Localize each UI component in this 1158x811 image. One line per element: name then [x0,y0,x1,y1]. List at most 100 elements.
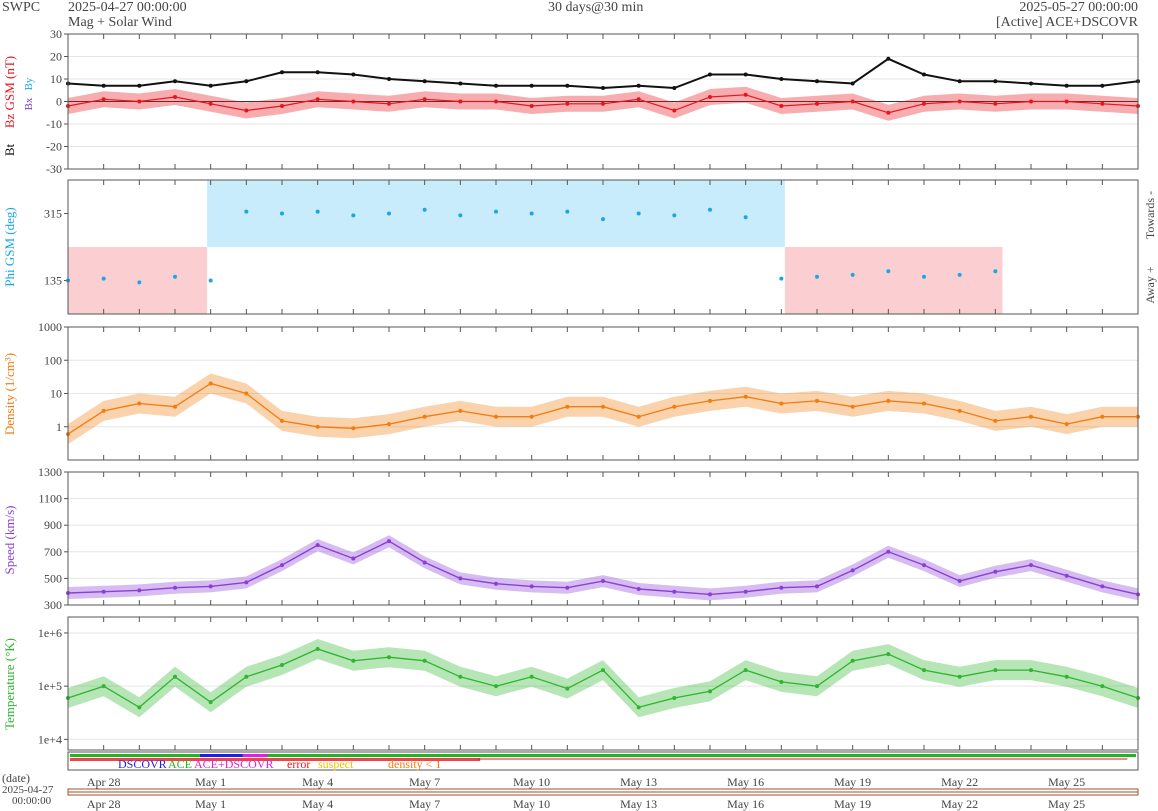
phi-point [779,276,784,281]
data-point [993,79,998,84]
data-point [565,83,570,88]
footer-date-value: 2025-04-27 [2,784,54,796]
overview-tick-label: May 19 [834,797,871,811]
speed-point [1100,584,1105,589]
data-point [815,101,819,106]
phi-point [529,211,534,216]
phi-point [137,280,142,285]
density-point [101,408,106,413]
time-tick-label: May 10 [513,775,550,789]
temperature-point [993,668,998,673]
data-point [244,108,249,113]
density-point [280,418,284,423]
data-point [815,79,819,84]
speed-point [244,580,249,585]
y-tick-label: 1100 [38,492,62,506]
density-point [601,404,605,409]
away-sector [784,247,1003,314]
y-tick-label: 10 [50,387,62,401]
data-point [957,79,962,84]
y-tick-label: 1e+4 [38,732,62,746]
data-point [850,81,855,86]
speed-point [387,539,391,544]
phi-point [672,213,677,218]
source-bar-frame [67,751,1139,771]
source-legend-suspect: suspect [318,757,354,771]
phi-point [351,213,356,218]
phi-point [922,274,926,279]
y-tick-label: 100 [44,353,62,367]
footer-time-value: 00:00:00 [12,795,52,807]
phi-point [636,211,641,216]
temperature-point [1100,684,1105,689]
data-point [708,72,712,77]
phi-point [708,207,712,212]
y-tick-label: 900 [44,518,62,532]
time-span: 30 days@30 min [548,0,644,15]
temperature-point [743,668,748,673]
overview-tick-label: May 13 [620,797,657,811]
data-point [1029,99,1033,104]
temperature-point [779,679,784,684]
density-point [957,408,962,413]
data-point [1064,83,1069,88]
temperature-point [1029,668,1033,673]
end-time: 2025-05-27 00:00:00 [1019,0,1138,15]
error-strip [70,758,481,761]
temperature-point [315,646,320,651]
source-combined-strip [242,754,268,757]
data-point [565,101,570,106]
y-tick-label: 20 [50,50,62,64]
data-point [244,79,249,84]
data-point [315,97,320,102]
ylabel-speed: Speed (km/s) [2,506,17,575]
speed-point [850,568,855,573]
temperature-point [244,674,249,679]
data-point [1100,83,1105,88]
phi-point [315,209,320,214]
density-point [565,404,570,409]
temperature-point [387,655,391,660]
density-point [1029,414,1033,419]
away-sector [68,247,208,314]
data-point [922,101,926,106]
y-tick-label: 315 [44,207,62,221]
data-point [101,97,106,102]
source-ace-strip [70,754,1136,757]
y-tick-label: 1000 [38,320,62,334]
density-point [137,401,142,406]
time-tick-label: May 25 [1048,775,1085,789]
density-point [208,381,213,386]
data-point [922,72,926,77]
density-point [743,394,748,399]
density-point [886,398,891,403]
y-tick-label: 300 [44,598,62,612]
temperature-point [957,674,962,679]
phi-point [886,269,891,274]
time-tick-label: May 22 [941,775,978,789]
speed-point [565,585,570,590]
density-point [244,391,249,396]
temperature-point [351,658,356,663]
subtitle: Mag + Solar Wind [68,15,172,30]
temperature-point [208,700,213,705]
ylabel-bt: Bt [2,143,17,156]
data-point [708,95,712,99]
data-point [779,77,784,81]
data-source: [Active] ACE+DSCOVR [995,15,1138,30]
speed-point [173,585,177,590]
data-point [208,101,213,106]
density-point [315,424,320,429]
density-range-band [68,373,1138,445]
speed-point [422,560,427,565]
data-point [351,72,356,77]
source-legend-ace-dscovr: ACE+DSCOVR [194,757,273,771]
ylabel-density: Density (1/cm³) [2,353,17,435]
data-point [886,56,891,61]
speed-point [886,549,891,554]
y-tick-label: -30 [46,162,62,176]
speed-point [993,569,998,574]
temperature-point [886,652,891,657]
speed-point [208,584,213,589]
